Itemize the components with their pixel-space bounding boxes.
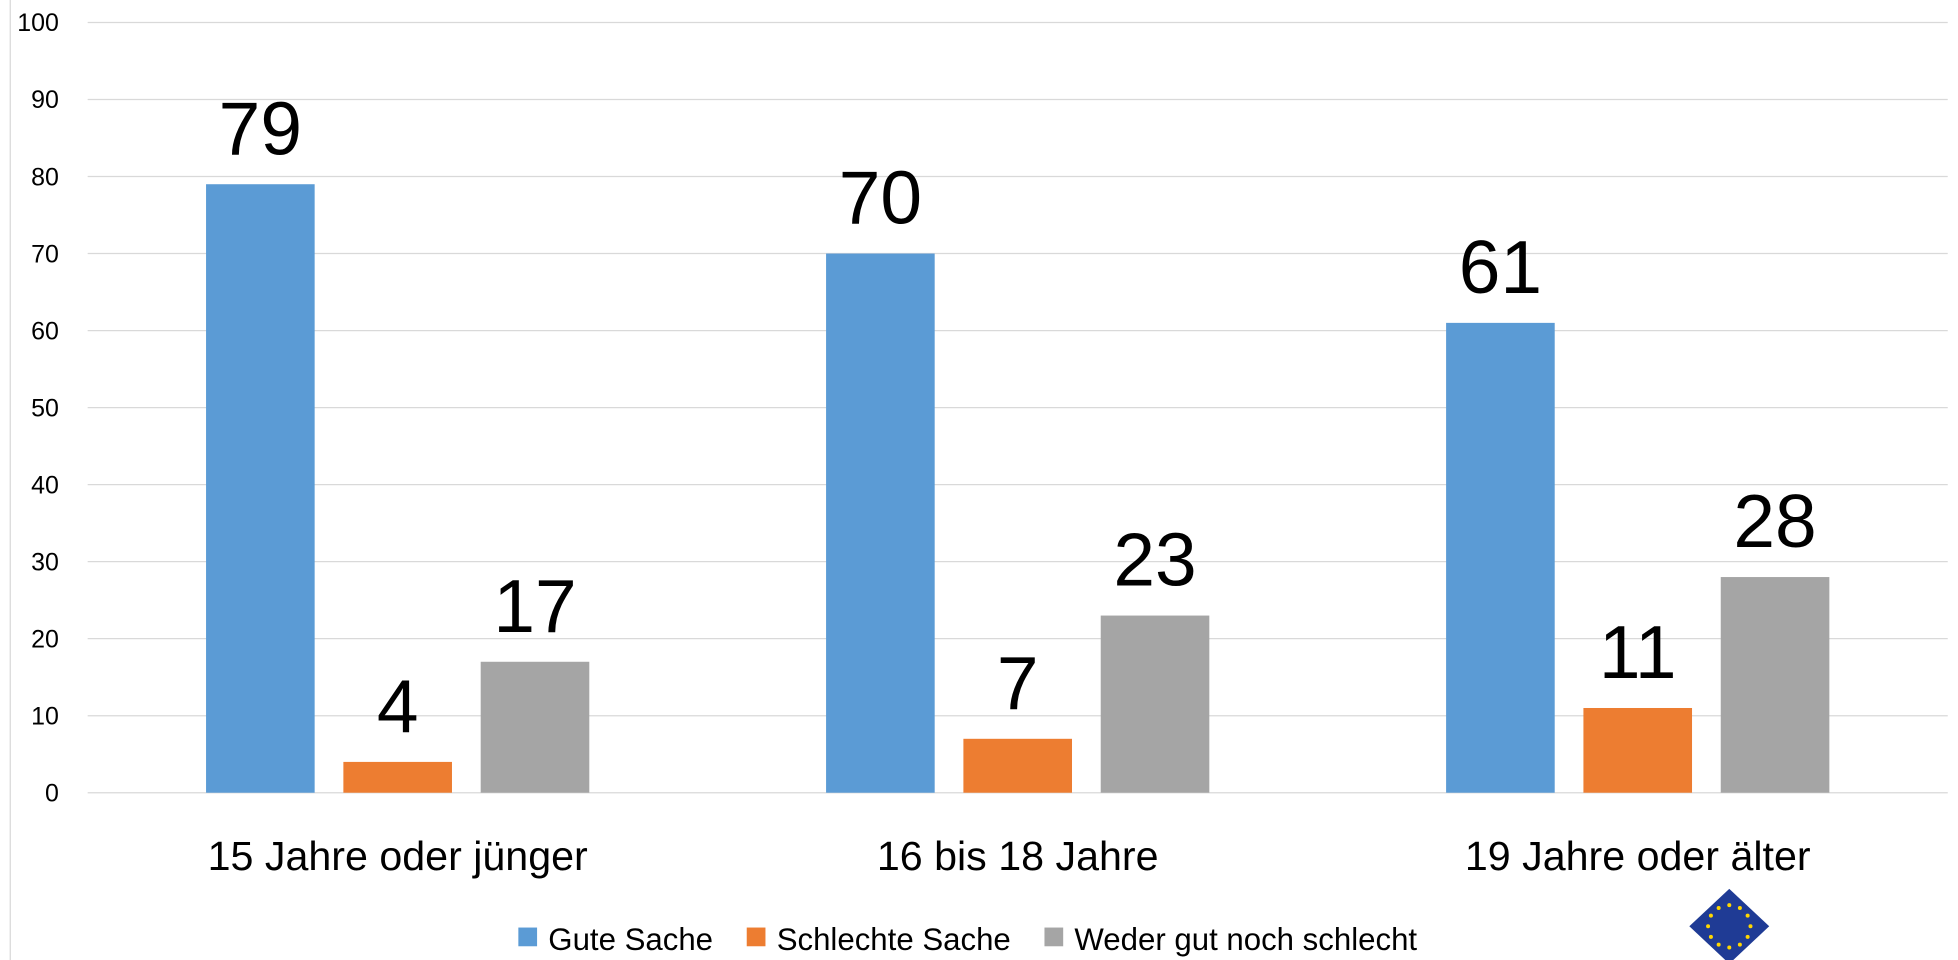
x-tick-label: 19 Jahre oder älter [1465, 833, 1811, 879]
bar [1583, 707, 1693, 793]
y-tick-label: 70 [31, 240, 59, 268]
legend-label: Gute Sache [548, 922, 713, 957]
y-tick-label: 40 [31, 471, 59, 499]
y-tick-label: 0 [45, 779, 59, 807]
bar [343, 761, 452, 793]
legend-swatch [518, 927, 538, 947]
x-tick-label: 15 Jahre oder jünger [208, 833, 588, 879]
y-tick-label: 30 [31, 548, 59, 576]
data-label: 70 [839, 156, 922, 240]
x-tick-label: 16 bis 18 Jahre [877, 833, 1159, 879]
y-tick-label: 50 [31, 394, 59, 422]
y-tick-label: 10 [31, 702, 59, 730]
legend-swatch [1044, 927, 1064, 947]
legend-swatch [746, 927, 766, 947]
data-label: 61 [1459, 225, 1542, 309]
legend-label: Weder gut noch schlecht [1074, 922, 1417, 957]
y-tick-label: 60 [31, 317, 59, 345]
bar [1446, 322, 1555, 793]
data-label: 4 [377, 664, 419, 748]
y-tick-label: 20 [31, 625, 59, 653]
data-label: 79 [219, 86, 302, 170]
data-label: 7 [997, 641, 1039, 725]
bar [1720, 577, 1830, 793]
data-label: 28 [1733, 479, 1816, 563]
bar [963, 738, 1073, 793]
legend-label: Schlechte Sache [777, 922, 1011, 957]
bar [1100, 615, 1210, 793]
y-tick-label: 90 [31, 86, 59, 114]
eu-logo [1689, 888, 1770, 960]
bar [206, 184, 315, 793]
bar [480, 661, 590, 793]
y-tick-label: 80 [31, 163, 59, 191]
y-tick-label: 100 [17, 9, 59, 37]
bar [826, 253, 935, 793]
data-label: 17 [493, 564, 576, 648]
data-label: 11 [1599, 610, 1677, 694]
data-label: 23 [1113, 518, 1196, 602]
